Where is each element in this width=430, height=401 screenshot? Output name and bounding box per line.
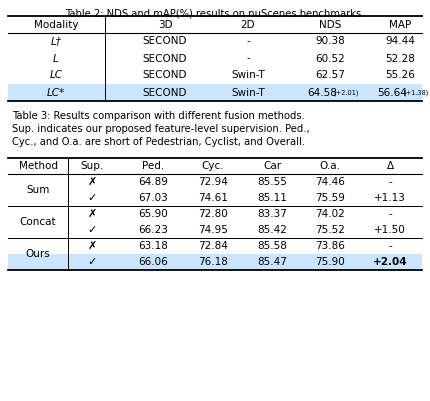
Text: ✓: ✓ [87,257,97,267]
Text: 60.52: 60.52 [315,53,345,63]
Text: +1.50: +1.50 [374,225,406,235]
Text: 67.03: 67.03 [138,193,168,203]
Text: Sup.: Sup. [80,161,104,171]
Text: 85.42: 85.42 [257,225,287,235]
Text: 72.94: 72.94 [198,177,228,187]
Text: 56.64: 56.64 [377,87,407,97]
Bar [8,254,422,270]
Text: 2D: 2D [241,20,255,30]
Text: SECOND: SECOND [143,87,187,97]
Text: +2.04: +2.04 [373,257,407,267]
Text: Sum: Sum [26,185,50,195]
Text: 66.23: 66.23 [138,225,168,235]
Text: Swin-T: Swin-T [231,71,265,81]
Text: 85.55: 85.55 [257,177,287,187]
Text: 62.57: 62.57 [315,71,345,81]
Text: 66.06: 66.06 [138,257,168,267]
Text: ✗: ✗ [87,177,97,187]
Text: 73.86: 73.86 [315,241,345,251]
Text: 76.18: 76.18 [198,257,228,267]
Text: 55.26: 55.26 [385,71,415,81]
Text: L†: L† [50,36,61,47]
Text: 90.38: 90.38 [315,36,345,47]
Text: 72.84: 72.84 [198,241,228,251]
Text: Cyc.: Cyc. [202,161,224,171]
Text: 72.80: 72.80 [198,209,228,219]
Text: Table 3: Results comparison with different fusion methods.: Table 3: Results comparison with differe… [12,111,305,121]
Text: 74.02: 74.02 [315,209,345,219]
Text: Sup. indicates our proposed feature-level supervision. Ped.,: Sup. indicates our proposed feature-leve… [12,124,310,134]
Text: 85.11: 85.11 [257,193,287,203]
Text: ✗: ✗ [87,241,97,251]
Text: Δ: Δ [387,161,393,171]
Text: 63.18: 63.18 [138,241,168,251]
Text: -: - [388,241,392,251]
Text: -: - [246,53,250,63]
Text: 75.90: 75.90 [315,257,345,267]
Text: Concat: Concat [20,217,56,227]
Text: 3D: 3D [158,20,172,30]
Text: -: - [246,36,250,47]
Text: +1.13: +1.13 [374,193,406,203]
Text: ✓: ✓ [87,193,97,203]
Text: 75.52: 75.52 [315,225,345,235]
Text: Ours: Ours [26,249,50,259]
Text: 52.28: 52.28 [385,53,415,63]
Text: LC*: LC* [47,87,65,97]
Text: LC: LC [49,71,62,81]
Text: (+2.01): (+2.01) [333,89,359,96]
Text: 74.95: 74.95 [198,225,228,235]
Text: Swin-T: Swin-T [231,87,265,97]
Text: 74.46: 74.46 [315,177,345,187]
Text: -: - [388,177,392,187]
Text: 85.58: 85.58 [257,241,287,251]
Text: ✗: ✗ [87,209,97,219]
Text: ✓: ✓ [87,225,97,235]
Text: Car: Car [263,161,281,171]
Text: Table 2: NDS and mAP(%) results on nuScenes benchmarks.: Table 2: NDS and mAP(%) results on nuSce… [65,8,365,18]
Text: 94.44: 94.44 [385,36,415,47]
Text: 74.61: 74.61 [198,193,228,203]
Text: (+1.38): (+1.38) [403,89,429,96]
Text: 64.58: 64.58 [307,87,337,97]
Text: Method: Method [18,161,58,171]
Text: 83.37: 83.37 [257,209,287,219]
Text: SECOND: SECOND [143,53,187,63]
Text: 85.47: 85.47 [257,257,287,267]
Text: Ped.: Ped. [142,161,164,171]
Text: SECOND: SECOND [143,36,187,47]
Text: Cyc., and O.a. are short of Pedestrian, Cyclist, and Overall.: Cyc., and O.a. are short of Pedestrian, … [12,137,305,147]
Text: SECOND: SECOND [143,71,187,81]
Text: -: - [388,209,392,219]
Bar [8,84,422,101]
Text: NDS: NDS [319,20,341,30]
Text: 75.59: 75.59 [315,193,345,203]
Text: 64.89: 64.89 [138,177,168,187]
Text: MAP: MAP [389,20,411,30]
Text: L: L [53,53,59,63]
Text: O.a.: O.a. [319,161,341,171]
Text: Modality: Modality [34,20,78,30]
Text: 65.90: 65.90 [138,209,168,219]
